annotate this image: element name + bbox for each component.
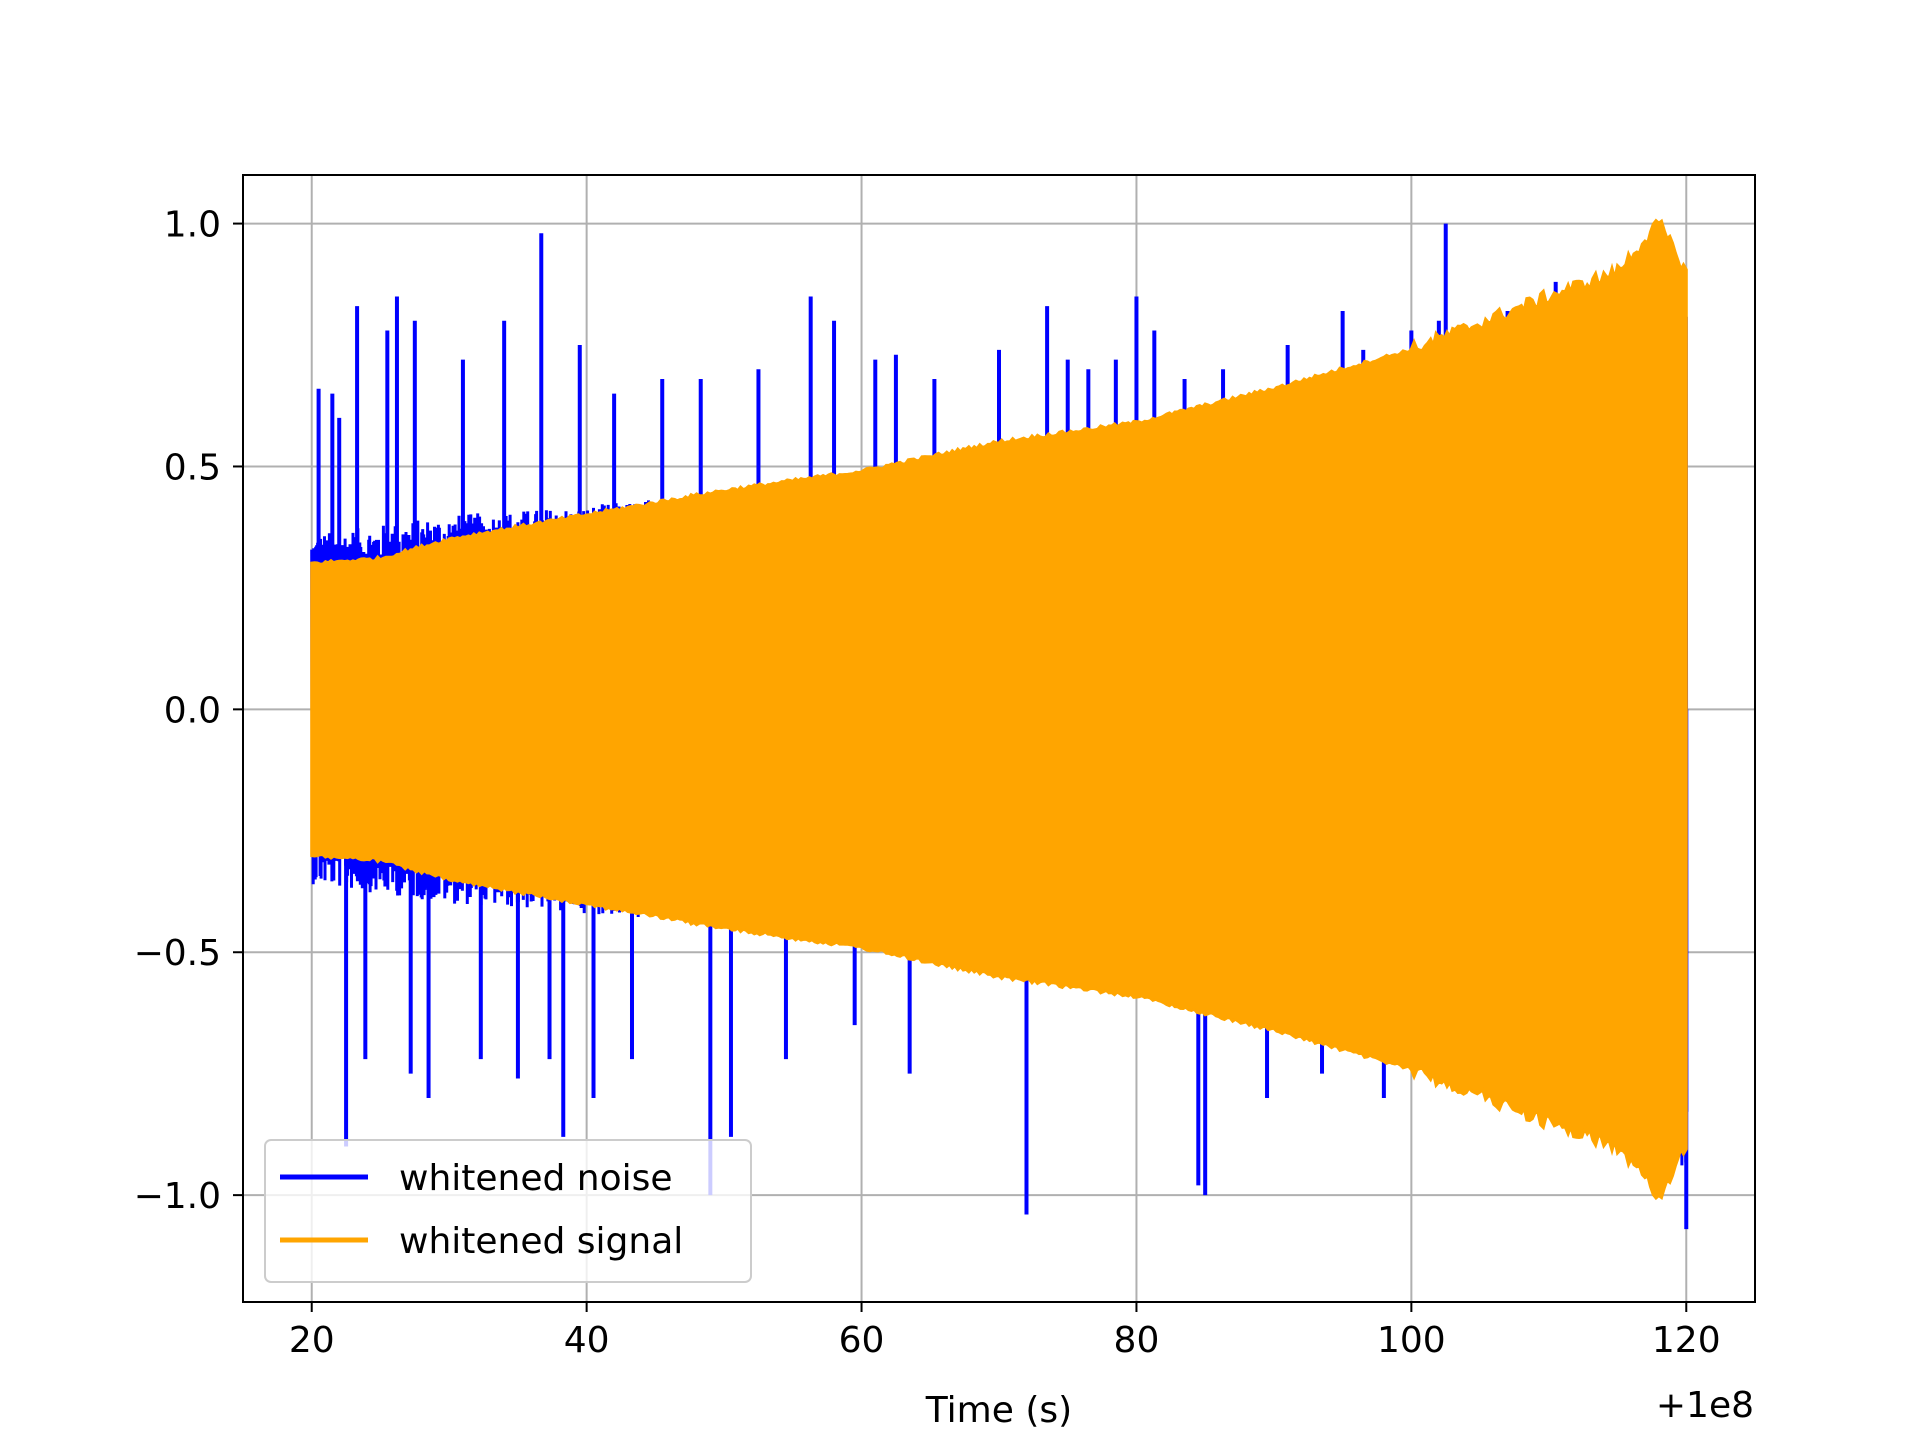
x-axis-offset-label: +1e8 bbox=[1656, 1385, 1754, 1426]
x-tick-label: 80 bbox=[1114, 1320, 1160, 1361]
y-tick-label: 1.0 bbox=[164, 205, 221, 246]
series-whitened-signal bbox=[310, 218, 1688, 1201]
legend: whitened noise whitened signal bbox=[264, 1139, 752, 1283]
x-tick-label: 40 bbox=[564, 1320, 610, 1361]
y-axis: −1.0 −0.5 0.0 0.5 1.0 bbox=[134, 205, 243, 1217]
x-tick-label: 100 bbox=[1377, 1320, 1446, 1361]
x-tick-label: 60 bbox=[839, 1320, 885, 1361]
x-tick-label: 20 bbox=[289, 1320, 335, 1361]
x-axis-label: Time (s) bbox=[925, 1390, 1072, 1431]
legend-label-whitened-noise: whitened noise bbox=[399, 1158, 673, 1199]
y-tick-label: −0.5 bbox=[134, 933, 221, 974]
y-tick-label: 0.0 bbox=[164, 690, 221, 731]
x-tick-label: 120 bbox=[1652, 1320, 1721, 1361]
legend-label-whitened-signal: whitened signal bbox=[399, 1221, 683, 1262]
y-tick-label: −1.0 bbox=[134, 1176, 221, 1217]
signal-fill bbox=[310, 218, 1688, 1201]
y-tick-label: 0.5 bbox=[164, 447, 221, 488]
plot-frame bbox=[242, 174, 1756, 1303]
x-axis: 20 40 60 80 100 120 bbox=[289, 1302, 1721, 1361]
legend-box bbox=[264, 1139, 752, 1283]
